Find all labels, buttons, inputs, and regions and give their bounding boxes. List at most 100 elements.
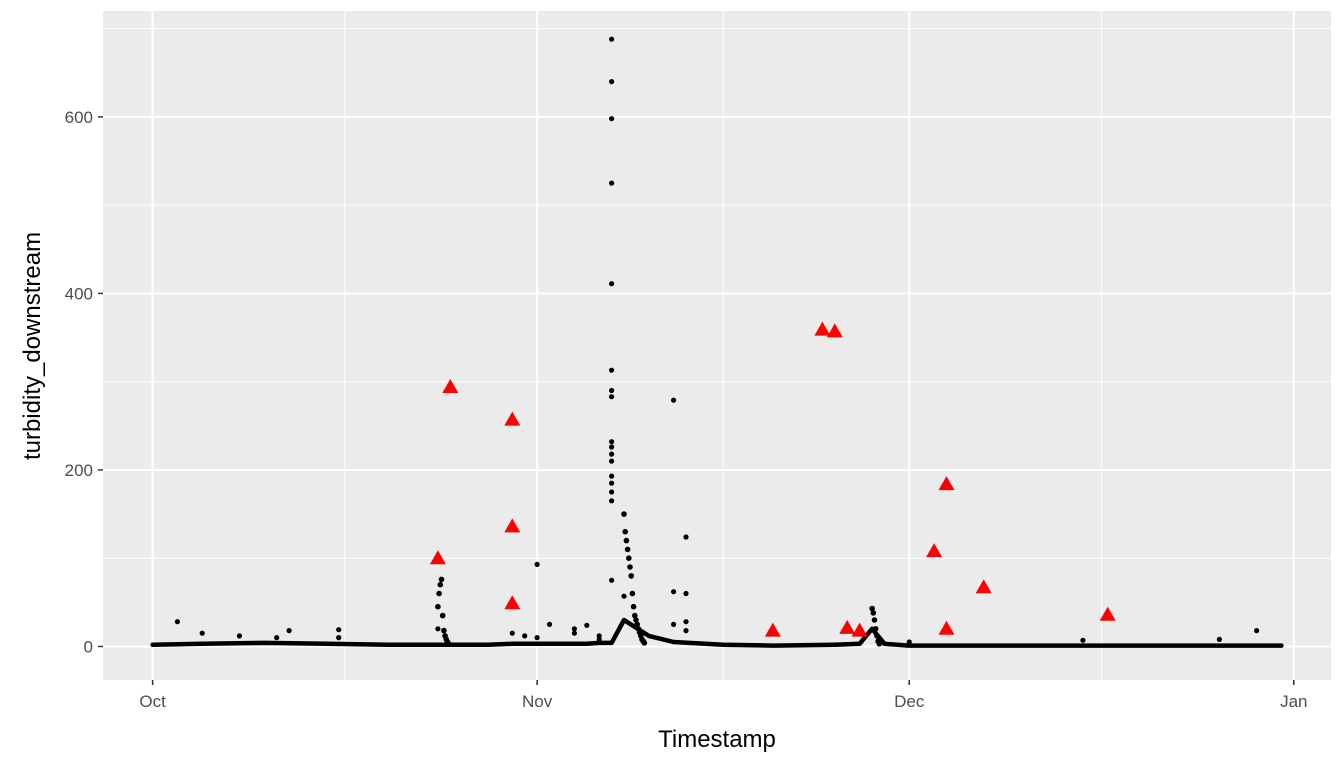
data-point: [630, 603, 637, 610]
plot-panel: [103, 11, 1331, 680]
flagged-point: [938, 620, 955, 635]
data-point: [609, 36, 615, 42]
data-point: [621, 511, 627, 517]
data-point: [609, 116, 615, 122]
data-point: [671, 589, 677, 595]
flagged-point: [764, 622, 781, 637]
data-point: [629, 590, 636, 597]
data-point: [609, 439, 615, 445]
data-point: [609, 577, 615, 583]
data-point: [671, 621, 677, 628]
data-point: [634, 621, 640, 628]
data-point: [633, 617, 639, 623]
data-point: [286, 628, 292, 634]
data-point: [609, 394, 615, 400]
y-tick-label: 200: [65, 461, 93, 480]
data-point: [438, 576, 445, 583]
flagged-point: [975, 579, 992, 594]
data-point: [571, 630, 578, 636]
data-point: [872, 626, 879, 632]
data-point: [199, 630, 205, 636]
data-point: [632, 612, 638, 619]
data-point: [609, 444, 615, 450]
flagged-point: [839, 619, 856, 634]
flagged-point: [1099, 606, 1116, 621]
data-point: [534, 561, 540, 568]
flagged-point: [826, 323, 843, 338]
data-point: [609, 451, 615, 457]
data-point: [336, 627, 342, 633]
flagged-point: [429, 550, 446, 565]
flagged-points: [429, 321, 1116, 637]
data-point: [641, 640, 648, 646]
data-point: [609, 473, 615, 479]
data-point: [439, 612, 446, 619]
data-point: [683, 590, 689, 597]
data-point: [622, 528, 628, 535]
flagged-point: [504, 518, 521, 533]
y-tick-label: 0: [84, 637, 93, 656]
x-tick-label: Nov: [522, 692, 553, 711]
data-point: [871, 617, 878, 623]
flagged-point: [504, 411, 521, 426]
data-point: [609, 498, 615, 504]
data-point: [435, 626, 441, 632]
flagged-point: [814, 321, 831, 336]
x-tick-label: Jan: [1280, 692, 1307, 711]
observed-points: [174, 36, 1260, 647]
data-point: [869, 605, 875, 612]
data-point: [624, 546, 631, 553]
x-axis-title: Timestamp: [658, 726, 776, 753]
data-point: [436, 590, 442, 597]
data-point: [509, 630, 515, 636]
data-point: [584, 622, 590, 628]
data-point: [534, 635, 540, 641]
flagged-point: [442, 379, 459, 393]
data-point: [623, 537, 630, 544]
data-point: [876, 641, 883, 647]
data-point: [870, 610, 877, 616]
data-point: [628, 573, 634, 579]
flagged-point: [504, 595, 521, 610]
data-point: [683, 619, 689, 625]
observed-baseline: [150, 617, 1284, 648]
data-point: [441, 627, 447, 634]
data-point: [874, 633, 880, 639]
baseline-trace: [150, 617, 1284, 648]
x-tick-labels: Oct Nov Dec Jan: [139, 692, 1307, 711]
data-point: [435, 603, 441, 610]
data-point: [627, 564, 633, 570]
data-point: [1216, 636, 1222, 643]
data-point: [671, 397, 677, 403]
major-gridlines: [103, 11, 1331, 680]
flagged-point: [851, 622, 868, 637]
data-point: [336, 635, 342, 641]
minor-gridlines: [103, 11, 1331, 680]
data-point: [683, 534, 689, 540]
data-point: [571, 626, 578, 632]
data-point: [609, 367, 615, 373]
data-point: [609, 458, 615, 464]
data-point: [609, 281, 615, 287]
data-point: [609, 489, 615, 495]
y-tick-label: 600: [65, 108, 93, 127]
data-point: [621, 593, 627, 599]
data-point: [596, 636, 602, 643]
flagged-point: [938, 476, 955, 491]
y-tick-label: 400: [65, 284, 93, 303]
data-point: [609, 480, 615, 486]
data-point: [626, 555, 632, 561]
data-point: [236, 633, 242, 639]
data-point: [609, 387, 615, 394]
data-point: [1254, 628, 1260, 634]
y-axis-title: turbidity_downstream: [19, 232, 46, 460]
data-point: [174, 619, 180, 625]
x-tick-label: Oct: [139, 692, 166, 711]
data-point: [1080, 637, 1086, 643]
flagged-point: [926, 543, 943, 558]
data-point: [274, 635, 280, 641]
x-tick-label: Dec: [894, 692, 925, 711]
data-point: [683, 628, 689, 634]
data-point: [609, 79, 615, 85]
